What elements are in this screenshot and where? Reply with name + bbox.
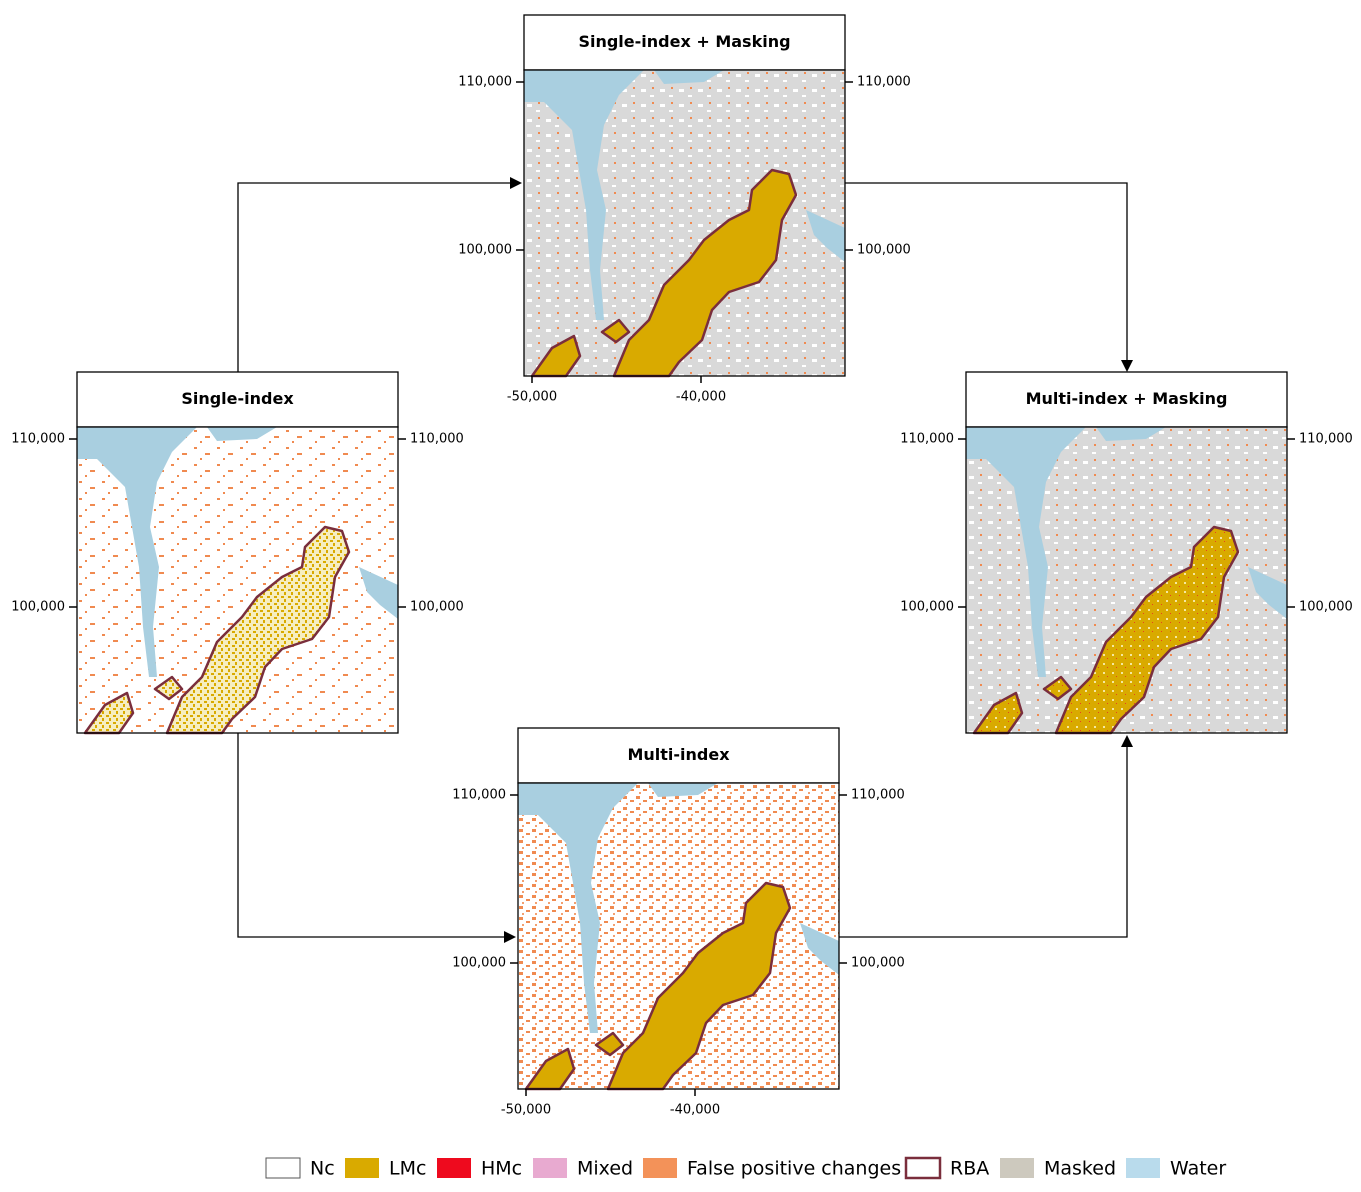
- legend-swatch: [1000, 1158, 1034, 1178]
- map-panel: Single-index 110,000 100,000 110,000 100,000: [11, 371, 464, 735]
- y-tick-label: 110,000: [857, 75, 911, 90]
- legend-swatch: [1126, 1158, 1160, 1178]
- water: [518, 783, 839, 1033]
- y-tick-label: 110,000: [900, 432, 954, 447]
- arrow: [237, 177, 522, 372]
- map-frame: [523, 69, 846, 377]
- y-tick-label: 110,000: [851, 788, 905, 803]
- title-box: [523, 14, 846, 71]
- water: [966, 427, 1287, 677]
- title-box: [965, 371, 1288, 428]
- panel-title: Single-index: [181, 389, 294, 408]
- x-tick-label: -50,000: [507, 390, 557, 405]
- legend-swatch: [345, 1158, 379, 1178]
- map-frame: [76, 426, 399, 734]
- x-tick-label: -40,000: [676, 390, 726, 405]
- y-tick-label: 110,000: [11, 432, 65, 447]
- y-tick-label: 110,000: [410, 432, 464, 447]
- x-tick-label: -40,000: [670, 1103, 720, 1118]
- title-box: [517, 727, 840, 784]
- water: [524, 70, 845, 320]
- legend-label: LMc: [389, 1158, 426, 1180]
- map: [965, 426, 1288, 735]
- legend-label: Water: [1170, 1158, 1226, 1180]
- legend-label: Masked: [1044, 1158, 1116, 1180]
- map: [517, 782, 840, 1091]
- panel-title: Single-index + Masking: [578, 32, 790, 51]
- map-panel: Single-index + Masking 110,000 100,000 110,…: [458, 14, 911, 405]
- title-box: [76, 371, 399, 428]
- legend-swatch: [904, 1156, 942, 1180]
- legend-swatch: [265, 1157, 301, 1179]
- legend-label: False positive changes: [687, 1158, 901, 1180]
- arrow: [839, 735, 1133, 938]
- panel-title: Multi-index + Masking: [1026, 389, 1228, 408]
- y-tick-label: 100,000: [452, 956, 506, 971]
- arrow: [237, 733, 516, 943]
- y-tick-label: 100,000: [857, 243, 911, 258]
- y-tick-label: 100,000: [458, 243, 512, 258]
- legend-label: Nc: [310, 1158, 335, 1180]
- legend-swatch: [533, 1158, 567, 1178]
- x-tick-label: -50,000: [501, 1103, 551, 1118]
- y-tick-label: 110,000: [452, 788, 506, 803]
- map-frame: [517, 782, 840, 1090]
- y-tick-label: 110,000: [1299, 432, 1353, 447]
- legend-label: RBA: [950, 1158, 989, 1180]
- burned-area: [530, 168, 798, 378]
- y-tick-label: 100,000: [11, 600, 65, 615]
- map: [523, 69, 846, 378]
- legend-swatch: [437, 1158, 471, 1178]
- y-tick-label: 100,000: [851, 956, 905, 971]
- water: [77, 427, 398, 677]
- legend-swatch: [643, 1158, 677, 1178]
- arrow: [845, 182, 1133, 372]
- y-tick-label: 110,000: [458, 75, 512, 90]
- y-tick-label: 100,000: [410, 600, 464, 615]
- y-tick-label: 100,000: [1299, 600, 1353, 615]
- legend-label: HMc: [481, 1158, 522, 1180]
- panel-title: Multi-index: [627, 745, 730, 764]
- legend-label: Mixed: [577, 1158, 633, 1180]
- map-panel: Multi-index + Masking 110,000 100,000 110,0…: [900, 371, 1353, 735]
- map-panel: Multi-index 110,000 100,000 110,000 100,000 -…: [452, 727, 905, 1118]
- legend: Nc LMc HMc Mixed False positive changes RBA Ma…: [265, 1156, 1226, 1180]
- map: [76, 426, 399, 735]
- map-frame: [965, 426, 1288, 734]
- connectors: [237, 177, 1133, 943]
- y-tick-label: 100,000: [900, 600, 954, 615]
